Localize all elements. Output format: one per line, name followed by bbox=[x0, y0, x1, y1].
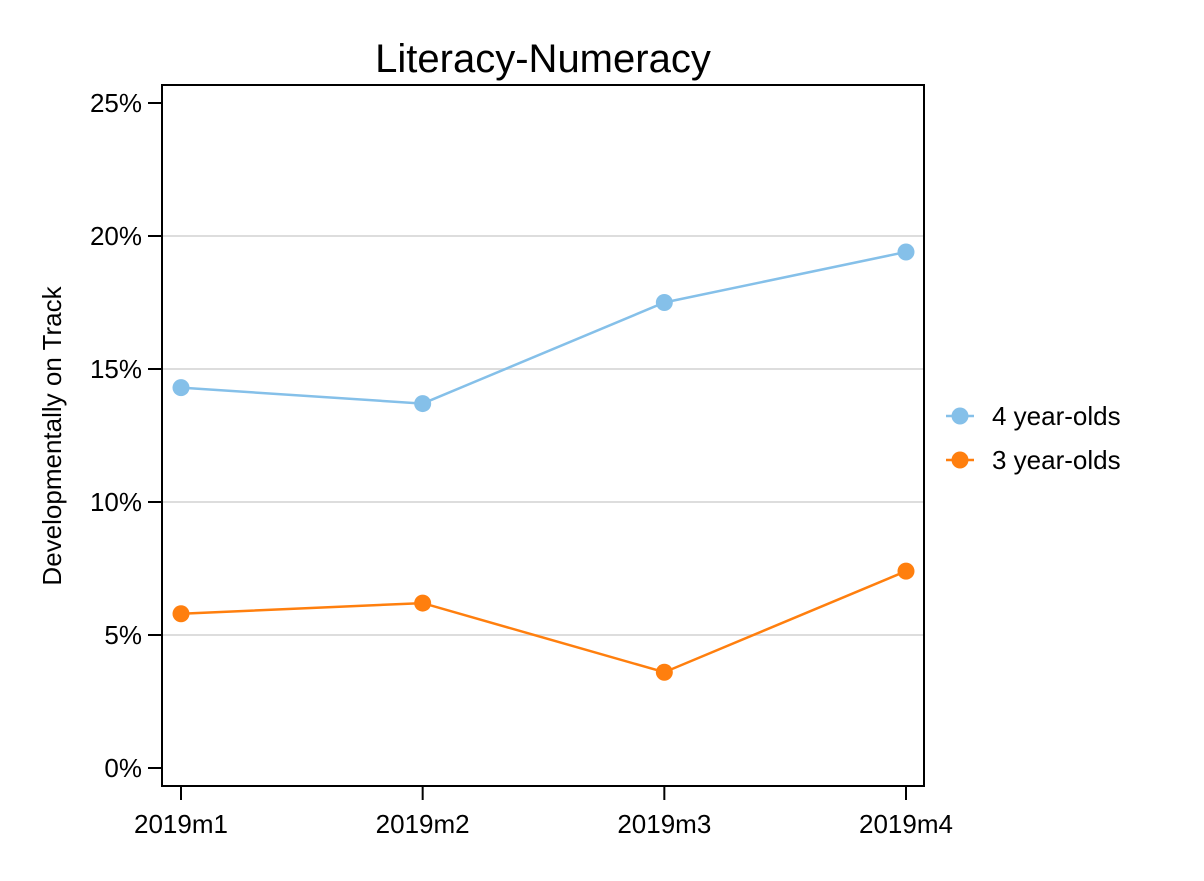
plot-frame bbox=[161, 84, 925, 787]
x-tick-label: 2019m4 bbox=[859, 809, 953, 839]
data-point bbox=[897, 243, 915, 261]
axes bbox=[161, 84, 925, 787]
y-axis-ticks: 0% 5% 10% 15% 20% 25% bbox=[90, 88, 162, 783]
y-axis-label: Developmentally on Track bbox=[37, 285, 67, 585]
y-tick-label: 25% bbox=[90, 88, 142, 118]
x-tick-label: 2019m1 bbox=[134, 809, 228, 839]
y-tick-label: 10% bbox=[90, 487, 142, 517]
x-tick-label: 2019m3 bbox=[617, 809, 711, 839]
legend-item: 3 year-olds bbox=[946, 445, 1121, 475]
legend-marker bbox=[951, 407, 969, 425]
data-point bbox=[897, 562, 915, 580]
gridlines bbox=[162, 235, 924, 636]
series-line bbox=[180, 570, 907, 674]
data-point bbox=[414, 395, 432, 413]
data-point bbox=[172, 379, 190, 397]
legend-label: 4 year-olds bbox=[992, 401, 1121, 431]
legend-label: 3 year-olds bbox=[992, 445, 1121, 475]
y-tick-label: 20% bbox=[90, 221, 142, 251]
chart-title: Literacy-Numeracy bbox=[375, 37, 711, 81]
x-axis-ticks: 2019m1 2019m2 2019m3 2019m4 bbox=[134, 786, 953, 839]
legend: 4 year-olds 3 year-olds bbox=[946, 401, 1121, 475]
data-point bbox=[414, 594, 432, 612]
x-tick-label: 2019m2 bbox=[376, 809, 470, 839]
data-point bbox=[172, 605, 190, 623]
data-point bbox=[655, 663, 673, 681]
legend-marker bbox=[951, 451, 969, 469]
series-2 bbox=[172, 562, 915, 681]
series-line bbox=[180, 250, 907, 405]
y-tick-label: 15% bbox=[90, 354, 142, 384]
legend-item: 4 year-olds bbox=[946, 401, 1121, 431]
series-layer bbox=[172, 243, 915, 681]
y-tick-label: 0% bbox=[104, 753, 142, 783]
series-1 bbox=[172, 243, 915, 413]
data-point bbox=[655, 294, 673, 311]
y-tick-label: 5% bbox=[104, 620, 142, 650]
